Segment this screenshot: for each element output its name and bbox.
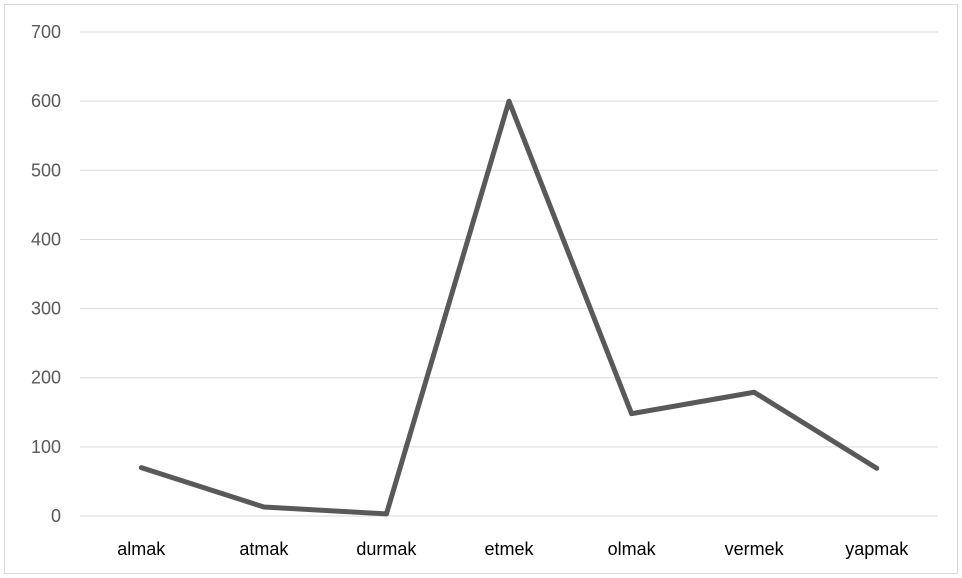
y-axis-tick-labels: 0 100 200 300 400 500 600 700 [31, 22, 61, 526]
x-tick-label-olmak: olmak [608, 539, 657, 559]
y-tick-label: 100 [31, 437, 61, 457]
line-chart: 0 100 200 300 400 500 600 700 almak atmak durmak e… [31, 22, 938, 559]
x-tick-label-vermek: vermek [725, 539, 785, 559]
x-axis-tick-labels: almak atmak durmak etmek olmak vermek yapmak [117, 539, 909, 559]
gridlines [80, 31, 938, 517]
x-tick-label-almak: almak [117, 539, 166, 559]
y-tick-label: 200 [31, 368, 61, 388]
y-tick-label: 300 [31, 299, 61, 319]
y-tick-label: 0 [51, 506, 61, 526]
y-tick-label: 700 [31, 22, 61, 42]
y-tick-label: 600 [31, 91, 61, 111]
x-tick-label-etmek: etmek [484, 539, 534, 559]
chart-frame: 0 100 200 300 400 500 600 700 almak atmak durmak e… [4, 4, 958, 574]
x-tick-label-atmak: atmak [239, 539, 289, 559]
y-tick-label: 400 [31, 229, 61, 249]
y-tick-label: 500 [31, 160, 61, 180]
series-lines [138, 98, 880, 517]
x-tick-label-durmak: durmak [356, 539, 417, 559]
series-line-0 [138, 98, 880, 517]
x-tick-label-yapmak: yapmak [845, 539, 909, 559]
